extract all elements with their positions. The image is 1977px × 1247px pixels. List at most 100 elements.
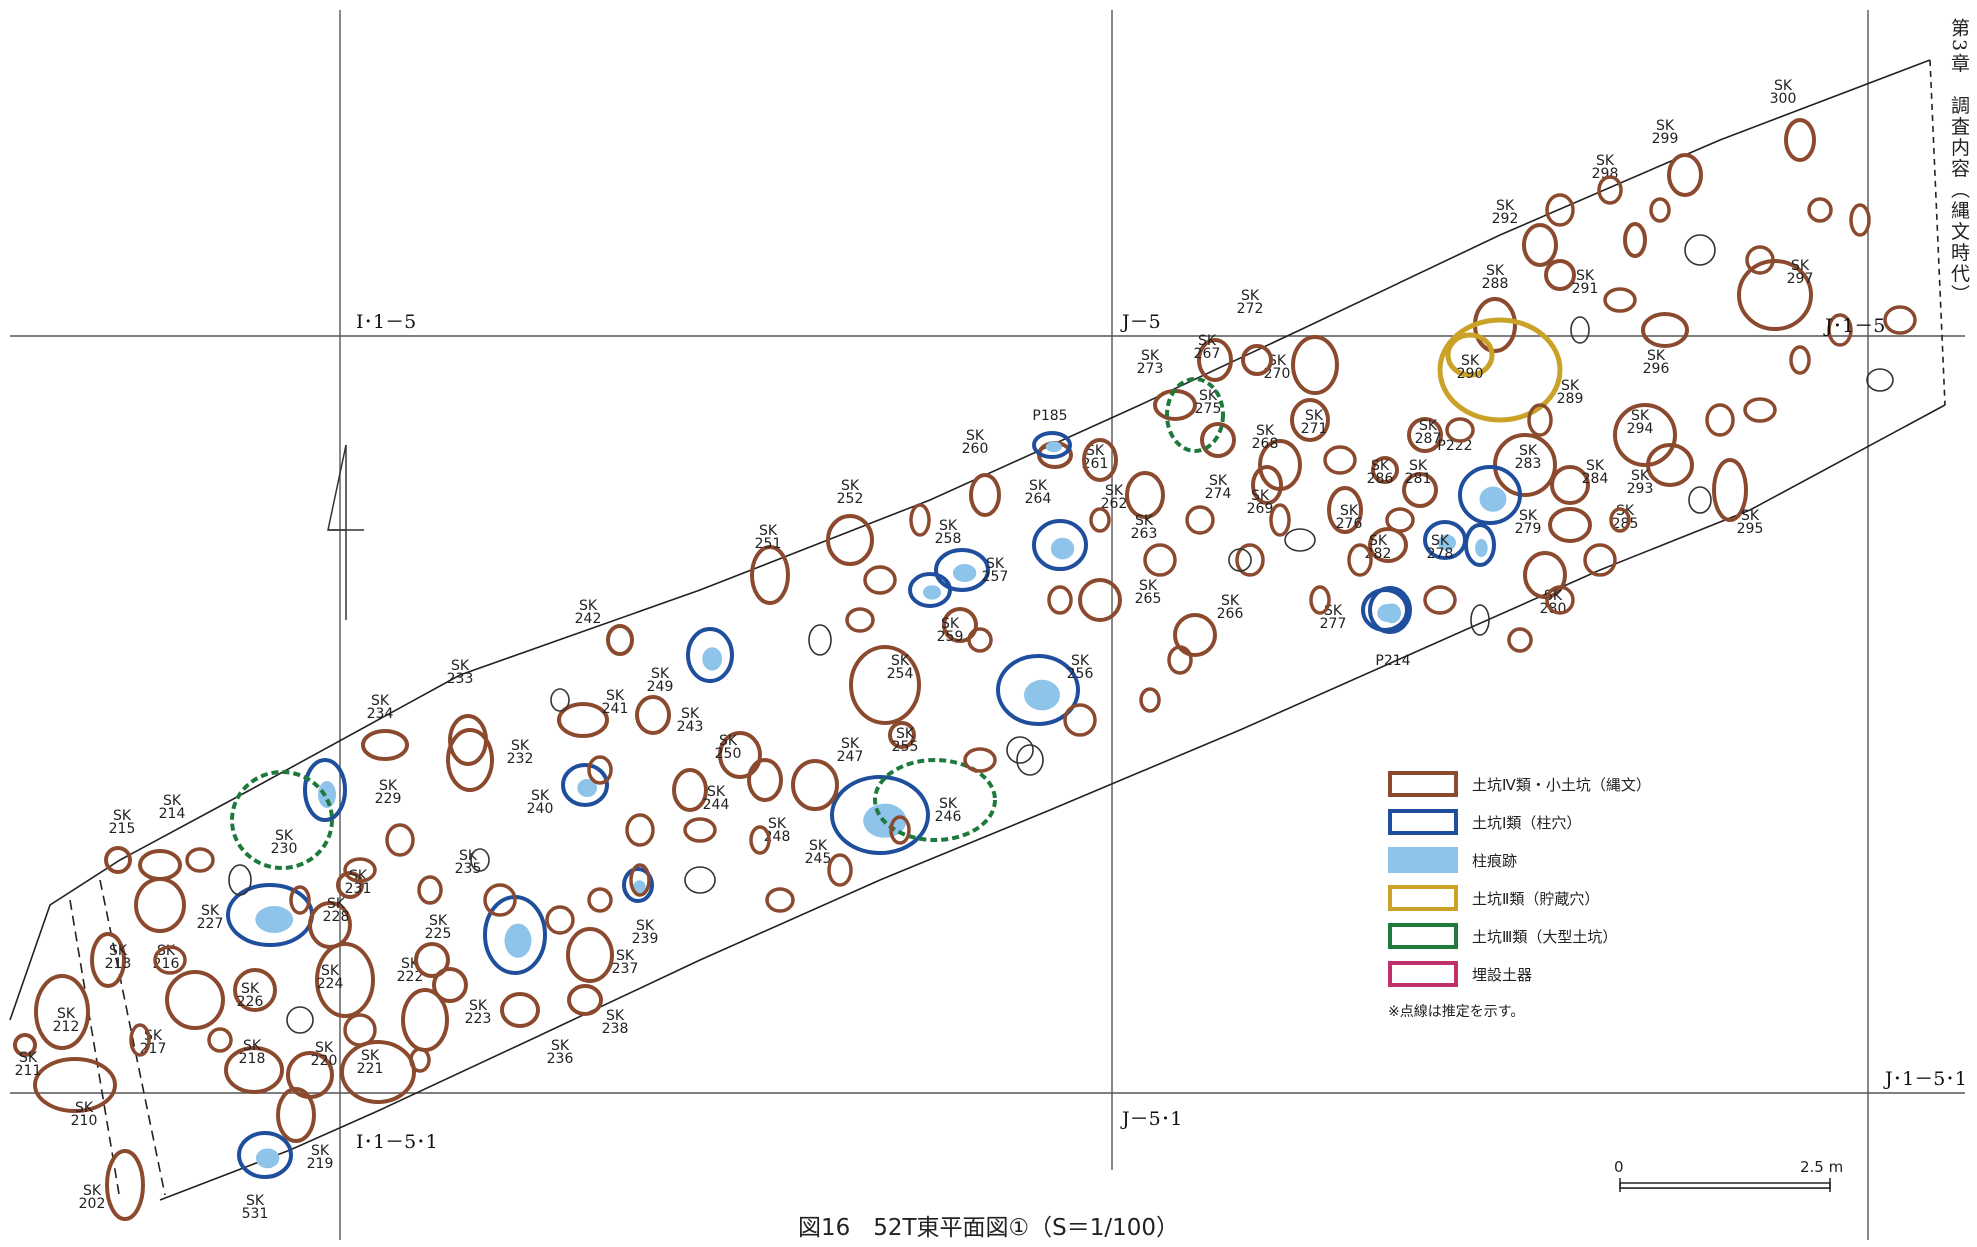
pit-label: SK 249: [647, 666, 674, 695]
pit-label: SK 232: [507, 738, 534, 767]
pit-outline: [971, 475, 999, 515]
small-pit: [1285, 529, 1315, 551]
small-pit: [1271, 505, 1289, 535]
small-pit: [969, 629, 991, 651]
legend-swatch-large: [1388, 923, 1458, 949]
grid-label-i151: I･1－5･1: [356, 1131, 438, 1153]
pit-feature: SK 229: [305, 760, 401, 820]
pit-label: SK 294: [1627, 408, 1654, 437]
small-pit: [1685, 235, 1715, 265]
pit-feature: SK 235: [455, 848, 545, 973]
pit-outline: [1550, 509, 1590, 541]
small-pit: [847, 609, 873, 631]
pit-label: SK 295: [1737, 508, 1764, 537]
small-pit: [1689, 487, 1711, 513]
pit-label: SK 225: [425, 913, 452, 942]
legend-label: 埋設土器: [1472, 964, 1532, 985]
small-pit: [965, 749, 995, 771]
pit-feature: SK 238: [569, 986, 628, 1037]
pit-outline: [502, 994, 538, 1026]
pit-label: SK 273: [1137, 348, 1164, 377]
pit-label: SK 263: [1131, 513, 1158, 542]
small-pit: [767, 889, 793, 911]
pit-label: SK 210: [71, 1100, 98, 1129]
scale-start-label: 0: [1614, 1158, 1624, 1176]
pit-feature: SK 296: [1643, 314, 1687, 377]
pit-feature: SK 283: [1495, 435, 1555, 495]
post-mark: [256, 1148, 279, 1168]
grid-label-j51: J－5･1: [1120, 1108, 1182, 1130]
pit-feature: SK 247: [793, 736, 863, 809]
small-pit: [589, 889, 611, 911]
pit-label: SK 227: [197, 903, 224, 932]
pit-feature: SK 227: [197, 885, 312, 945]
legend-item: 土坑Ⅳ類・小土坑（縄文）: [1388, 765, 1728, 803]
pit-feature: SK 224: [317, 944, 373, 1016]
pit-feature: SK 272: [1237, 288, 1271, 374]
pit-label: SK 228: [323, 896, 350, 925]
pit-label: SK 268: [1252, 423, 1279, 452]
pit-label: SK 256: [1067, 653, 1094, 682]
post-mark: [1051, 538, 1074, 560]
pit-label: SK 290: [1457, 353, 1484, 382]
pit-label: SK 235: [455, 848, 482, 877]
small-pit: [1605, 289, 1635, 311]
pit-feature: SK 226: [235, 970, 275, 1010]
pit-feature: SK 265: [1080, 578, 1161, 620]
legend-item: 柱痕跡: [1388, 841, 1728, 879]
pit-label: SK 244: [703, 784, 730, 813]
pit-outline: [1546, 261, 1574, 289]
pit-label: SK 234: [367, 693, 394, 722]
pit-outline: [828, 516, 872, 564]
grid-label-j5: J－5: [1120, 311, 1161, 333]
pit-label: SK 213: [105, 943, 132, 972]
pit-feature: SK 250: [715, 733, 760, 777]
small-pit: [1065, 705, 1095, 735]
pit-feature: SK 218: [226, 1038, 282, 1092]
legend-item: 土坑Ⅱ類（貯蔵穴）: [1388, 879, 1728, 917]
pit-feature: SK 294: [1615, 405, 1675, 465]
pit-label: SK 258: [935, 518, 962, 547]
legend-label: 柱痕跡: [1472, 850, 1517, 871]
pit-label: SK 299: [1652, 118, 1679, 147]
pit-feature: SK 244: [674, 770, 729, 813]
pit-outline: [1293, 337, 1337, 393]
pit-label: SK 229: [375, 778, 402, 807]
scale-end-label: 2.5 m: [1800, 1158, 1843, 1176]
pit-label: SK 267: [1194, 333, 1221, 362]
legend-swatch-mark: [1388, 847, 1458, 873]
pit-feature: SK 293: [1627, 445, 1692, 497]
pit-outline: [416, 944, 448, 976]
pit-label: SK 239: [632, 918, 659, 947]
pit-feature: SK 245: [805, 777, 928, 867]
legend-item: 土坑Ⅲ類（大型土坑）: [1388, 917, 1728, 955]
pit-label: SK 281: [1405, 458, 1432, 487]
figure-caption: 図16 52T東平面図①（S＝1/100）: [0, 1208, 1977, 1242]
pit-feature: SK 258: [910, 518, 961, 606]
pit-feature: SK 284: [1552, 458, 1608, 503]
pit-label: SK 250: [715, 733, 742, 762]
small-pit: [287, 1007, 313, 1033]
grid-label-j15: J･1－5: [1823, 315, 1885, 337]
pit-outline: [136, 879, 184, 931]
small-pit: [627, 815, 653, 845]
small-pit: [1791, 347, 1809, 373]
pit-label: SK 289: [1557, 378, 1584, 407]
pit-label: SK 241: [602, 688, 629, 717]
small-pit: [551, 689, 569, 711]
small-pit: [229, 865, 251, 895]
legend-label: 土坑Ⅰ類（柱穴）: [1472, 812, 1581, 833]
pit-feature: SK 286: [1367, 458, 1397, 487]
small-pit: [1867, 369, 1893, 391]
pit-feature: SK 280: [1525, 553, 1566, 617]
small-pit: [1509, 629, 1531, 651]
pit-label: SK 276: [1336, 503, 1363, 532]
post-mark: [953, 564, 976, 582]
small-pit: [1387, 509, 1413, 531]
pit-feature: SK 291: [1546, 261, 1598, 297]
pit-outline: [1175, 615, 1215, 655]
legend-swatch-pottery: [1388, 961, 1458, 987]
pit-label: SK 272: [1237, 288, 1264, 317]
pit-feature: P185: [1032, 408, 1070, 457]
pit-feature: SK 275: [1167, 379, 1223, 451]
